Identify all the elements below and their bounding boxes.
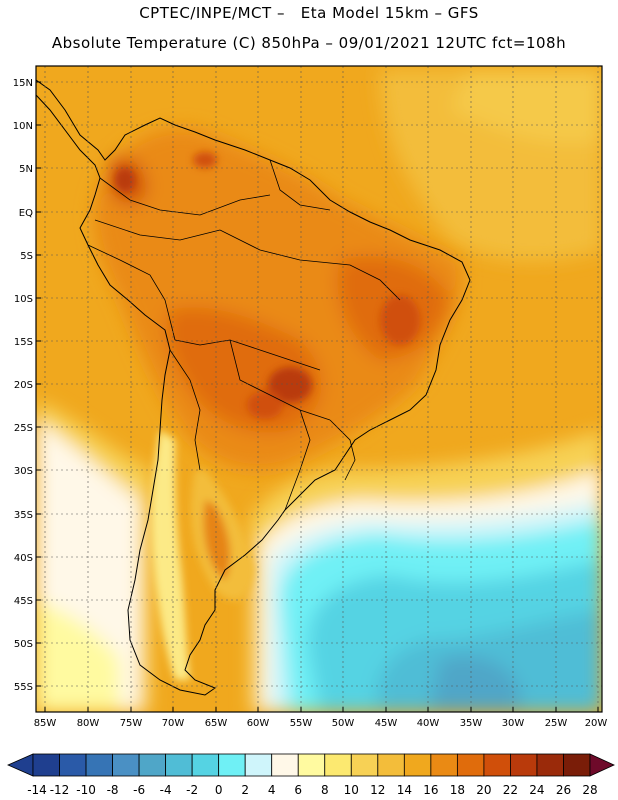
colorbar-label: 24: [529, 783, 544, 797]
lon-label: 70W: [162, 718, 185, 729]
colorbar-left-arrow: [7, 753, 34, 777]
colorbar-swatch: [563, 753, 591, 777]
lat-label: 50S: [14, 639, 33, 650]
temperature-field: [36, 66, 602, 712]
colorbar-swatch: [271, 753, 299, 777]
colorbar-swatch: [165, 753, 193, 777]
map-title: CPTEC/INPE/MCT – Eta Model 15km – GFS: [139, 4, 479, 22]
colorbar-swatch: [32, 753, 60, 777]
colorbar-swatch: [138, 753, 167, 777]
lat-label: 35S: [14, 510, 33, 521]
colorbar-swatch: [244, 753, 273, 777]
colorbar-swatch: [297, 753, 326, 777]
colorbar-label: -14: [27, 783, 47, 797]
colorbar-label: 14: [397, 783, 412, 797]
lon-label: 55W: [290, 718, 313, 729]
colorbar-label: 0: [215, 783, 223, 797]
latitude-labels: 15N 10N 5N EQ 5S 10S 15S 20S 25S 30S 35S…: [13, 78, 33, 693]
colorbar-label: 12: [370, 783, 385, 797]
colorbar-label: 26: [556, 783, 571, 797]
colorbar-label: 4: [268, 783, 276, 797]
colorbar-label: 10: [344, 783, 359, 797]
colorbar-swatch: [403, 753, 432, 777]
colorbar-label: 6: [294, 783, 302, 797]
map-frame: [35, 65, 603, 713]
colorbar-label: -2: [186, 783, 198, 797]
lon-label: 25W: [545, 718, 568, 729]
lon-label: 60W: [247, 718, 270, 729]
lon-label: 45W: [375, 718, 398, 729]
lat-label: 45S: [14, 596, 33, 607]
lat-label: 15N: [13, 78, 33, 89]
colorbar-swatch: [536, 753, 564, 777]
colorbar-swatch: [510, 753, 538, 777]
lon-label: 65W: [205, 718, 228, 729]
lat-label: 40S: [14, 553, 33, 564]
country-borders: [87, 159, 401, 511]
colorbar-label: 16: [423, 783, 438, 797]
longitude-labels: 85W 80W 75W 70W 65W 60W 55W 50W 45W 40W …: [34, 718, 608, 729]
graticule: [36, 66, 602, 712]
colorbar-label: 20: [476, 783, 491, 797]
colorbar-label: -4: [160, 783, 172, 797]
colorbar-label: 8: [321, 783, 329, 797]
lat-label: 10N: [13, 121, 33, 132]
map-subtitle: Absolute Temperature (C) 850hPa – 09/01/…: [51, 34, 567, 52]
colorbar-right-arrow: [589, 753, 615, 777]
colorbar: [7, 753, 615, 777]
colorbar-swatch: [377, 753, 405, 777]
colorbar-swatch: [218, 753, 246, 777]
colorbar-label: 2: [241, 783, 249, 797]
colorbar-label: -10: [76, 783, 96, 797]
colorbar-swatch: [324, 753, 352, 777]
colorbar-swatch: [112, 753, 140, 777]
colorbar-swatch: [350, 753, 379, 777]
lat-label: 20S: [14, 380, 33, 391]
colorbar-label: -12: [50, 783, 70, 797]
colorbar-label: -8: [107, 783, 119, 797]
coastline: [36, 79, 471, 696]
lat-label: 25S: [14, 423, 33, 434]
colorbar-swatch: [59, 753, 87, 777]
axis-ticks: [36, 81, 599, 712]
colorbar-swatch: [430, 753, 458, 777]
lat-label: 30S: [14, 466, 33, 477]
colorbar-swatch: [191, 753, 220, 777]
lon-label: 85W: [34, 718, 57, 729]
colorbar-swatch: [456, 753, 485, 777]
lat-label: 5S: [20, 251, 33, 262]
lon-label: 30W: [502, 718, 525, 729]
colorbar-label: 28: [582, 783, 597, 797]
colorbar-swatch: [483, 753, 511, 777]
colorbar-labels: -14 -12 -10 -8 -6 -4 -2 0 2 4 6 8 10 12 14 16 18 20 22 24 26…: [27, 783, 597, 797]
lat-label: 55S: [14, 682, 33, 693]
lat-label: 15S: [14, 337, 33, 348]
lat-label: 10S: [14, 294, 33, 305]
colorbar-label: 18: [450, 783, 465, 797]
lon-label: 40W: [417, 718, 440, 729]
colorbar-swatch: [85, 753, 113, 777]
lon-label: 35W: [460, 718, 483, 729]
lon-label: 75W: [120, 718, 143, 729]
lat-label: EQ: [19, 208, 33, 219]
colorbar-label: 22: [503, 783, 518, 797]
lon-label: 20W: [585, 718, 608, 729]
lon-label: 50W: [332, 718, 355, 729]
colorbar-label: -6: [133, 783, 145, 797]
lon-label: 80W: [77, 718, 100, 729]
lat-label: 5N: [19, 164, 33, 175]
